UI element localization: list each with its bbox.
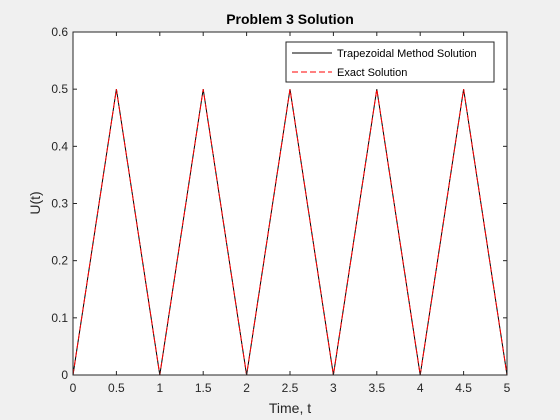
x-tick-label: 2 — [243, 381, 250, 395]
legend: Trapezoidal Method Solution Exact Soluti… — [285, 41, 495, 83]
x-tick-label: 0.5 — [108, 381, 125, 395]
y-tick-label: 0 — [61, 368, 68, 382]
x-tick-label: 1 — [156, 381, 163, 395]
legend-label-trapezoidal: Trapezoidal Method Solution — [337, 48, 477, 60]
plot-background — [73, 32, 507, 375]
y-tick-label: 0.2 — [51, 254, 68, 268]
y-tick-label: 0.4 — [51, 139, 68, 153]
y-axis: 0 0.1 0.2 0.3 0.4 0.5 0.6 — [51, 25, 507, 382]
x-tick-label: 4 — [417, 381, 424, 395]
legend-label-exact: Exact Solution — [337, 67, 407, 79]
x-tick-label: 0 — [70, 381, 77, 395]
x-tick-label: 1.5 — [195, 381, 212, 395]
x-tick-label: 4.5 — [455, 381, 472, 395]
x-axis-label: Time, t — [269, 400, 311, 416]
y-tick-label: 0.1 — [51, 311, 68, 325]
x-axis: 0 0.5 1 1.5 2 2.5 3 3.5 4 4.5 5 — [70, 32, 511, 395]
x-tick-label: 5 — [504, 381, 511, 395]
legend-box — [285, 41, 495, 83]
series-layer — [72, 89, 508, 376]
x-tick-label: 3 — [330, 381, 337, 395]
x-tick-label: 2.5 — [282, 381, 299, 395]
y-tick-label: 0.6 — [51, 25, 68, 39]
x-tick-label: 3.5 — [368, 381, 385, 395]
y-tick-label: 0.5 — [51, 82, 68, 96]
chart-title: Problem 3 Solution — [226, 11, 354, 27]
y-axis-label: U(t) — [27, 191, 43, 214]
series-line-1 — [72, 89, 508, 376]
y-tick-label: 0.3 — [51, 197, 68, 211]
